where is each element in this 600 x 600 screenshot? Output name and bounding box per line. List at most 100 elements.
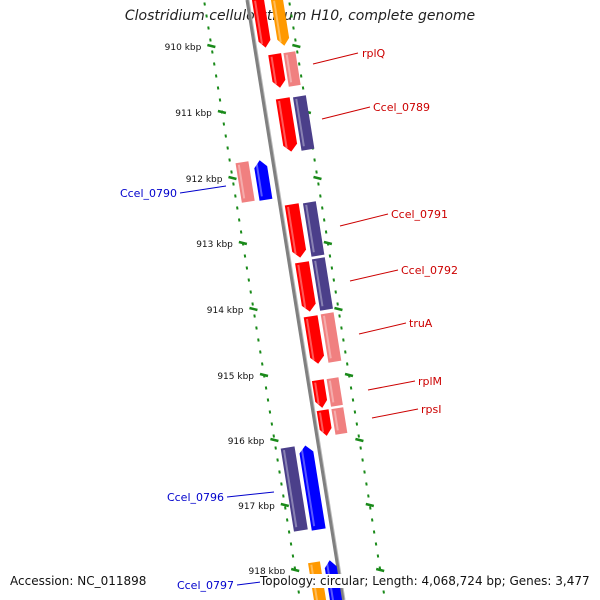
gene-Ccel_0792 [295,261,316,312]
major-tick-left [280,502,290,508]
gene-shape [284,203,307,258]
labels: 910 kbp 911 kbp 912 kbp 913 kbp 914 kbp 915 k… [120,43,458,592]
tick-dot [239,230,243,234]
leader-line [226,491,275,498]
gene-label: rplQ [362,47,386,60]
tick-dot [324,230,328,234]
tick-dot [266,398,270,402]
gene-shape [270,0,290,46]
gene-label: Ccel_0791 [391,208,448,221]
tick-dot [203,2,206,6]
gene-shape [251,0,271,48]
tick-dot [340,326,343,330]
gene-highlight [323,315,332,359]
tick-dot [355,422,359,426]
gene-label: Ccel_0789 [373,101,430,114]
gene-label: Ccel_0790 [120,187,177,200]
tick-dot [259,350,262,354]
tick-dot [376,554,380,558]
leader-line [358,322,407,335]
tick-dot [315,170,318,174]
tick-dot [292,26,295,30]
gene-label: Ccel_0796 [167,491,224,504]
tick-dot [338,314,341,318]
tick-label: 910 kbp [165,43,202,53]
gene-label: rplM [418,375,442,388]
gene-highlight [314,382,320,405]
tick-dot [243,254,247,258]
tick-label: 911 kbp [175,109,212,119]
leader-line [321,106,371,120]
leader-line [312,52,359,65]
gene-shape [311,379,328,408]
tick-dot [264,386,268,390]
tick-dot [297,590,300,594]
major-tick-right [375,567,385,573]
tick-dot [213,62,216,66]
tick-dots [203,2,385,594]
tick-dot [272,434,275,438]
gene-top-red [251,0,271,48]
gene-shape [235,161,255,203]
gene-highlight [305,318,315,361]
major-tick-right [355,437,364,443]
gene-shape [303,315,324,364]
tick-dot [236,206,239,210]
tick-dot [328,254,332,258]
gene-highlight [270,56,277,85]
gene-rpsI [316,409,332,436]
gene-Ccel_0789 [275,97,298,152]
gene-rplQ-pair [283,51,301,87]
gene-shape [311,257,333,311]
tick-dot [334,290,337,294]
tick-dot [332,278,336,282]
tick-dot [222,122,226,126]
gene-top-orange [270,0,290,46]
major-tick-right [365,502,375,508]
tick-dot [209,38,212,42]
gene-highlight [300,447,316,527]
tick-marks [207,43,385,573]
gene-Ccel_0792-pair [311,257,333,311]
gene-highlight [285,54,293,83]
tick-dot [289,542,293,546]
tick-dot [228,158,231,162]
tick-dot [346,362,349,366]
gene-truA-pair [320,312,342,363]
tick-dot [317,182,320,186]
tick-dot [230,170,233,174]
gene-rplM [311,379,328,408]
tick-dot [274,446,277,450]
gene-shape [254,160,273,201]
tick-dot [369,506,372,510]
gene-shape [302,201,325,257]
gene-highlight [328,380,335,403]
tick-dot [245,266,249,270]
label-leaders [179,52,419,586]
tick-label: 917 kbp [238,502,275,512]
tick-dot [291,554,295,558]
major-tick-right [334,306,343,312]
tick-label: 914 kbp [207,306,244,316]
leader-line [367,380,416,391]
tick-dot [336,302,339,306]
gene-Ccel_0796-pair [280,446,308,532]
tick-dot [232,182,235,186]
backbone-line [245,0,345,600]
tick-dot [207,26,210,30]
topology-text: Topology: circular; Length: 4,068,724 bp… [260,574,590,588]
gene-Ccel_0796 [299,445,326,531]
tick-dot [359,446,362,450]
tick-dot [211,50,214,54]
major-tick-right [323,240,333,246]
gene-highlight [297,264,307,309]
gene-shape [283,51,301,87]
major-tick-right [344,372,354,378]
gene-Ccel_0789-pair [292,95,315,151]
gene-features [235,0,348,600]
gene-highlight [278,100,288,149]
gene-shape [268,53,286,88]
tick-dot [205,14,208,18]
tick-dot [363,470,366,474]
